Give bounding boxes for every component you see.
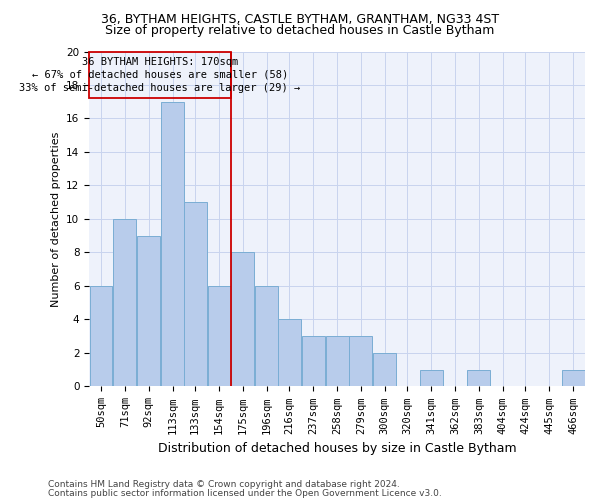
Text: 33% of semi-detached houses are larger (29) →: 33% of semi-detached houses are larger (… [19,82,301,92]
Bar [137,236,160,386]
Bar [562,370,584,386]
Bar [302,336,325,386]
Bar [208,286,230,386]
Bar [349,336,373,386]
X-axis label: Distribution of detached houses by size in Castle Bytham: Distribution of detached houses by size … [158,442,517,455]
Bar [420,370,443,386]
Bar [161,102,184,387]
Bar [255,286,278,386]
Text: Contains HM Land Registry data © Crown copyright and database right 2024.: Contains HM Land Registry data © Crown c… [48,480,400,489]
Text: Size of property relative to detached houses in Castle Bytham: Size of property relative to detached ho… [106,24,494,37]
Y-axis label: Number of detached properties: Number of detached properties [50,132,61,306]
Text: Contains public sector information licensed under the Open Government Licence v3: Contains public sector information licen… [48,489,442,498]
Text: 36, BYTHAM HEIGHTS, CASTLE BYTHAM, GRANTHAM, NG33 4ST: 36, BYTHAM HEIGHTS, CASTLE BYTHAM, GRANT… [101,12,499,26]
Bar [184,202,206,386]
Text: ← 67% of detached houses are smaller (58): ← 67% of detached houses are smaller (58… [32,70,288,80]
Bar [326,336,349,386]
Text: 36 BYTHAM HEIGHTS: 170sqm: 36 BYTHAM HEIGHTS: 170sqm [82,58,238,68]
Bar [113,219,136,386]
Bar [467,370,490,386]
Bar [89,52,231,98]
Bar [373,353,396,386]
Bar [232,252,254,386]
Bar [89,286,112,386]
Bar [278,320,301,386]
